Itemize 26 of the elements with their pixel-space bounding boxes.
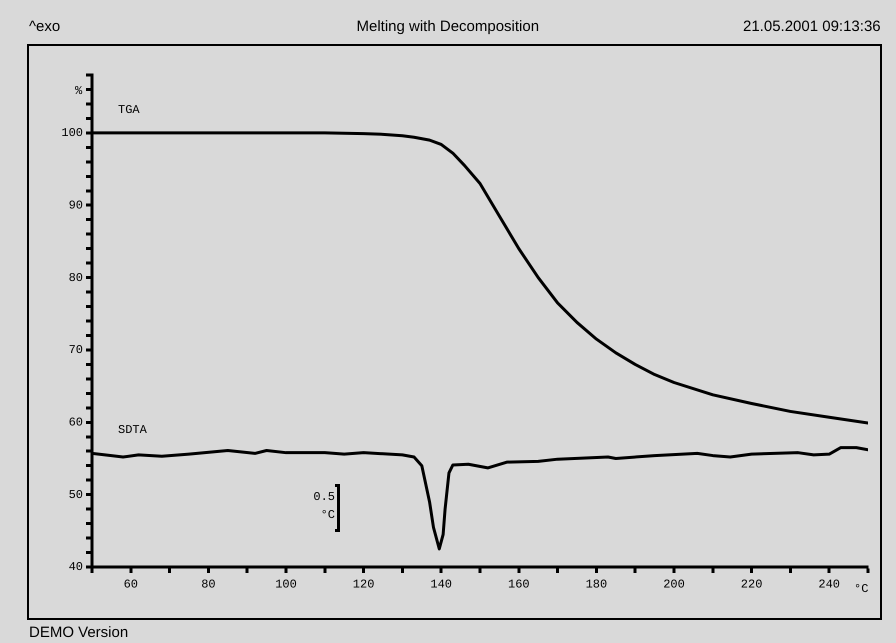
annotation: 0.5 °C — [312, 489, 335, 524]
y-tick-label: 90 — [68, 198, 83, 212]
x-tick-label: 160 — [508, 577, 530, 592]
x-tick-label: 220 — [740, 577, 762, 592]
text: ^exo — [29, 18, 60, 34]
x-tick-label: 100 — [275, 577, 297, 592]
series-label: SDTA — [118, 423, 147, 438]
text: DEMO Version — [29, 624, 128, 640]
y-tick-label: 80 — [68, 270, 83, 285]
chart-title: Melting with Decomposition — [356, 18, 540, 34]
x-tick-label: 60 — [124, 577, 138, 592]
y-tick-label: 70 — [68, 343, 83, 358]
x-tick-label: 80 — [201, 577, 216, 592]
y-tick-label: 40 — [68, 560, 83, 574]
text: 21.05.2001 09:13:36 — [743, 18, 881, 34]
x-tick-label: 240 — [818, 577, 840, 592]
x-tick-label: 140 — [430, 577, 452, 592]
x-tick-label: 120 — [352, 577, 374, 592]
y-tick-label: 100 — [61, 126, 83, 140]
series-label: TGA — [118, 102, 140, 117]
y-tick-label: 60 — [68, 415, 83, 430]
y-tick-label: 50 — [68, 488, 83, 502]
x-tick-label: 200 — [663, 577, 685, 592]
x-tick-label: 180 — [586, 577, 608, 592]
y-axis-title: % — [75, 84, 82, 98]
x-axis-title: °C — [854, 582, 868, 596]
